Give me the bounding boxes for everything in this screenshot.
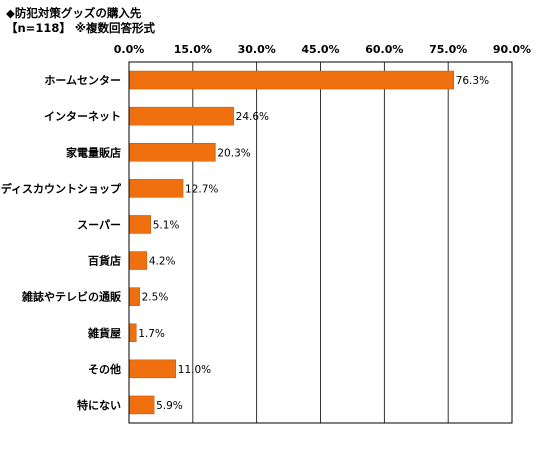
- value-label: 4.2%: [149, 256, 176, 268]
- category-label: インターネット: [44, 110, 121, 123]
- x-tick-label: 30.0%: [238, 43, 276, 56]
- value-label: 1.7%: [138, 328, 165, 340]
- x-tick-label: 45.0%: [301, 43, 339, 56]
- bar: [128, 106, 234, 126]
- value-label: 76.3%: [456, 75, 489, 87]
- value-label: 20.3%: [217, 147, 250, 159]
- bar: [128, 70, 454, 90]
- chart-title-block: ◆防犯対策グッズの購入先 【n=118】 ※複数回答形式: [6, 6, 155, 36]
- bar: [128, 323, 137, 342]
- chart-subtitle: 【n=118】 ※複数回答形式: [6, 21, 156, 35]
- bar: [128, 215, 151, 234]
- value-label: 2.5%: [142, 292, 169, 304]
- x-tick-label: 15.0%: [174, 43, 212, 56]
- bar: [128, 395, 155, 415]
- x-tick-label: 90.0%: [493, 43, 531, 56]
- x-tick-label: 75.0%: [429, 43, 467, 56]
- plot-border: [128, 61, 513, 424]
- category-label: 雑誌やテレビの通販: [21, 290, 122, 304]
- bar: [128, 251, 148, 270]
- value-label: 24.6%: [236, 111, 269, 123]
- bar: [128, 143, 216, 162]
- value-label: 5.9%: [156, 400, 183, 412]
- value-label: 12.7%: [185, 183, 218, 195]
- category-label: 雑貨屋: [87, 326, 121, 340]
- category-label: スーパー: [77, 218, 121, 231]
- bar: [128, 287, 140, 306]
- value-label: 5.1%: [153, 219, 180, 231]
- x-tick-label: 0.0%: [114, 43, 145, 56]
- x-tick-label: 60.0%: [365, 43, 403, 56]
- category-label: ディスカウントショップ: [1, 181, 122, 195]
- chart-title: ◆防犯対策グッズの購入先: [6, 6, 142, 20]
- bar: [128, 359, 177, 379]
- category-label: ホームセンター: [44, 74, 121, 87]
- value-label: 11.0%: [178, 364, 211, 376]
- category-label: 特にない: [77, 398, 121, 412]
- bar: [128, 179, 184, 198]
- category-label: その他: [88, 362, 121, 376]
- category-label: 家電量販店: [66, 145, 121, 159]
- category-label: 百貨店: [88, 254, 121, 268]
